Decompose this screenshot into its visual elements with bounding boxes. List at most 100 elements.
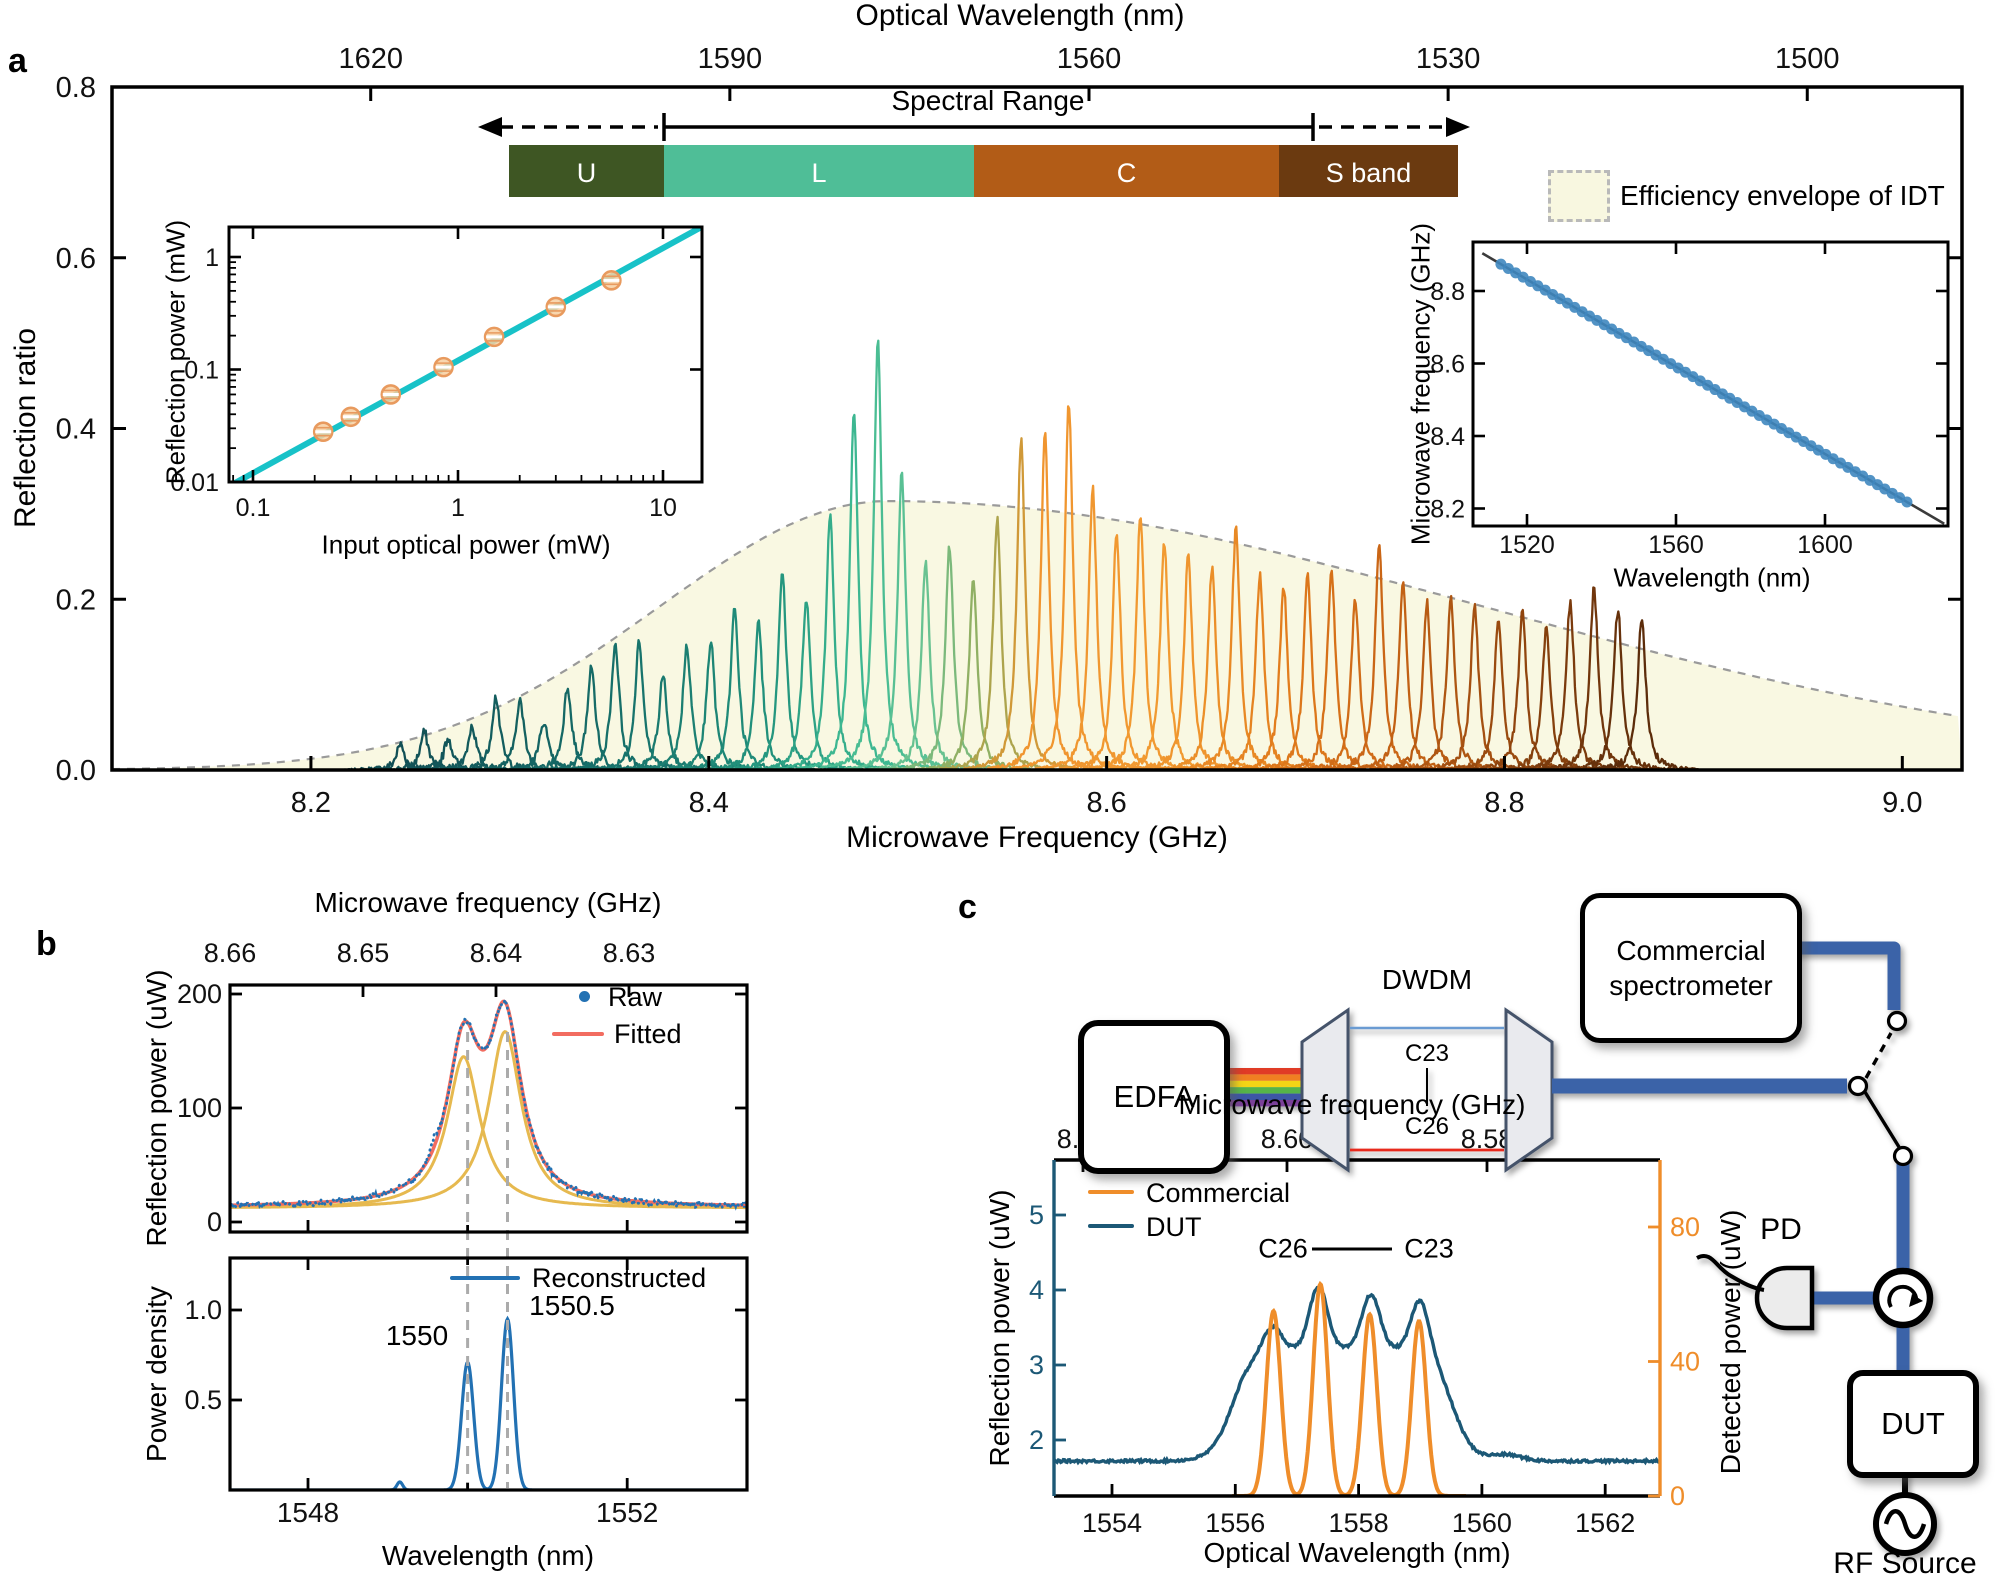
idt-efficiency-envelope-fill [112,501,1962,770]
circulator-icon [1872,1267,1934,1329]
rainbow-beam-icon [1216,1080,1304,1088]
band-U [509,145,664,197]
dut-trace [1054,1285,1660,1466]
tick-label: 1562 [1575,1508,1635,1538]
tick-label: 8.6 [1086,787,1126,819]
lorentzian-component-2 [230,1029,747,1209]
dwdm-c23-label: C23 [1404,1040,1450,1067]
panel-a-letter: a [8,42,27,80]
spectral-range-title: Spectral Range [891,85,1085,116]
lorentzian-component-1 [230,1055,747,1210]
tick-label: 1 [451,494,465,522]
tick-label: 8.63 [603,938,656,968]
panel-a-plot-area [112,339,1962,770]
fitted-legend-label: Fitted [614,1019,682,1049]
tick-label: 0.8 [56,72,96,104]
panel-b-ylabel-top: Reflection power (uW) [141,969,172,1247]
panel-a-bottom-axis-title: Microwave Frequency (GHz) [846,821,1228,854]
tuning-inset-axes [1471,240,1950,528]
band-C [974,145,1279,197]
tick-label: 8.2 [291,787,331,819]
tick-label: U [577,158,597,188]
tuning-data-point [1901,496,1913,508]
tuning-inset-area [1473,242,1948,526]
sine-wave-icon [1883,1509,1927,1539]
tick-label: 0.2 [56,584,96,616]
tick-label: 8.66 [204,938,257,968]
raw-legend-marker [579,991,590,1002]
switch-top-terminal [1886,1010,1908,1032]
rf-source-label: RF Source [1833,1547,1977,1580]
tick-label: 1560 [1057,43,1122,75]
peak-label-1550p5: 1550.5 [529,1290,615,1321]
tick-label: 1500 [1775,43,1840,75]
band-L [664,145,974,197]
tick-label: 1530 [1416,43,1481,75]
raw-legend-label: Raw [608,982,663,1012]
dwdm-mux-icon [1504,1007,1554,1173]
tick-label: 80 [1670,1212,1700,1242]
peak-label-1550: 1550 [385,1320,449,1351]
tick-label: 1 [205,244,219,272]
tick-label: 8.4 [1430,423,1465,451]
panel-b-top-area [230,994,747,1213]
left-arrowhead-icon [478,117,502,137]
panel-b-top-axis-title: Microwave frequency (GHz) [314,887,662,918]
c-inset-area [1054,1280,1660,1496]
spectrometer-box: Commercial spectrometer [1580,893,1802,1043]
tuning-inset-ylabel: Microwave frequency (GHz) [1405,222,1436,546]
dut-box: DUT [1847,1370,1979,1478]
panel-b-ylabel-bottom: Power density [141,1286,172,1462]
rainbow-beam-icon [1216,1093,1304,1100]
tick-label: 1552 [596,1497,658,1528]
tick-label: 0.6 [56,243,96,275]
tick-label: 3 [1029,1350,1044,1380]
linearity-inset-xlabel: Input optical power (mW) [321,529,611,560]
circulator-arrowhead-icon [1909,1294,1923,1307]
tick-label: 10 [649,494,677,522]
reconstructed-legend-marker [450,1276,520,1280]
c-inset-xlabel: Optical Wavelength (nm) [1203,1537,1511,1568]
tick-label: 0.1 [184,357,219,385]
right-arrowhead-icon [1446,117,1470,137]
tick-label: 40 [1670,1347,1700,1377]
rainbow-beam-icon [1216,1068,1304,1075]
spectrum-peak [1535,586,1653,770]
dut-legend-label: DUT [1146,1212,1202,1242]
rainbow-beam-icon [1216,1074,1304,1081]
envelope-legend-label: Efficiency envelope of IDT [1620,180,1945,211]
pd-label: PD [1760,1213,1802,1246]
envelope-legend-swatch [1548,170,1610,222]
rainbow-beam-icon [1216,1100,1304,1107]
panel-c-letter: c [958,888,977,926]
tick-label: 1590 [698,43,763,75]
switch-arm-dashed [1864,1032,1893,1079]
spectrum-peak [1559,610,1677,770]
switch-pole-terminal [1847,1075,1869,1097]
tick-label: 0.01 [170,469,219,497]
dut-label: DUT [1881,1406,1945,1441]
fitted-legend-marker [552,1032,604,1036]
panel-b-letter: b [36,925,57,963]
spectrum-peak [962,437,1080,770]
edfa-label: EDFA [1113,1079,1195,1114]
panel-b-xlabel: Wavelength (nm) [381,1540,595,1571]
edfa-box: EDFA [1078,1020,1230,1174]
switch-arm-solid [1863,1091,1901,1148]
tick-label: 1556 [1205,1508,1265,1538]
tick-label: L [811,158,826,188]
tick-label: 8.8 [1484,787,1524,819]
c-inset-ylabel-right: Detected power (uW) [1715,1209,1746,1475]
raw-data-curve [230,994,747,1213]
tick-label: 8.65 [337,938,390,968]
tick-label: 8.2 [1430,496,1465,524]
reconstructed-legend-label: Reconstructed [532,1263,707,1293]
panel-a-top-axis-title: Optical Wavelength (nm) [855,0,1185,32]
linearity-inset-axes [227,225,704,484]
spectrometer-label-line1: Commercial [1616,935,1766,966]
tick-label: 0.5 [184,1385,222,1415]
c23-annotation: C23 [1404,1233,1454,1264]
c-inset-top-axis-title: Microwave frequency (GHz) [1178,1089,1526,1120]
